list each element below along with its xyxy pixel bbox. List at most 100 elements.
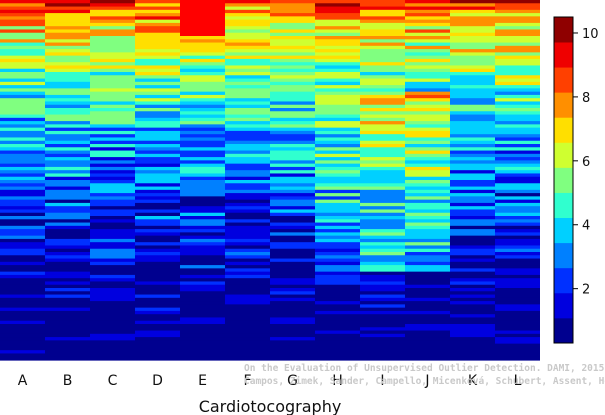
- heatmap-band: [405, 291, 450, 296]
- heatmap-band: [315, 202, 360, 207]
- heatmap-band: [405, 320, 450, 325]
- heatmap-band: [180, 88, 225, 93]
- heatmap-band: [270, 343, 315, 348]
- heatmap-band: [0, 245, 45, 250]
- heatmap-band: [405, 180, 450, 184]
- heatmap-band: [450, 16, 495, 21]
- heatmap-band: [225, 0, 270, 4]
- heatmap-band: [495, 304, 540, 309]
- heatmap-band: [225, 320, 270, 325]
- heatmap-band: [405, 153, 450, 158]
- x-tick-label: I: [380, 373, 384, 389]
- heatmap-band: [45, 52, 90, 57]
- heatmap-band: [45, 144, 90, 148]
- heatmap-band: [315, 81, 360, 86]
- heatmap-band: [90, 163, 135, 168]
- heatmap-band: [180, 222, 225, 227]
- heatmap-band: [360, 320, 405, 325]
- heatmap-band: [90, 343, 135, 348]
- heatmap-band: [405, 294, 450, 299]
- heatmap-band: [495, 324, 540, 328]
- heatmap-band: [0, 324, 45, 328]
- heatmap-band: [315, 212, 360, 217]
- heatmap-band: [225, 150, 270, 155]
- heatmap-band: [90, 39, 135, 44]
- heatmap-band: [0, 0, 45, 4]
- heatmap-band: [360, 58, 405, 63]
- heatmap-band: [315, 222, 360, 227]
- heatmap-band: [180, 137, 225, 142]
- heatmap-band: [45, 225, 90, 230]
- heatmap-band: [495, 337, 540, 341]
- heatmap-band: [360, 317, 405, 322]
- heatmap-band: [90, 186, 135, 191]
- heatmap-band: [405, 81, 450, 86]
- heatmap-band: [360, 238, 405, 243]
- heatmap-band: [450, 225, 495, 230]
- heatmap-band: [90, 291, 135, 296]
- heatmap-band: [135, 333, 180, 338]
- heatmap-band: [360, 183, 405, 188]
- heatmap-band: [360, 55, 405, 60]
- heatmap-band: [180, 255, 225, 260]
- heatmap-band: [270, 68, 315, 73]
- heatmap-band: [360, 294, 405, 299]
- heatmap-band: [45, 22, 90, 27]
- heatmap-band: [90, 242, 135, 247]
- heatmap-band: [0, 281, 45, 286]
- heatmap-band: [270, 173, 315, 178]
- heatmap-band: [45, 65, 90, 70]
- heatmap-band: [450, 242, 495, 247]
- heatmap-band: [405, 22, 450, 27]
- heatmap-band: [450, 140, 495, 145]
- heatmap-band: [450, 317, 495, 322]
- heatmap-band: [270, 42, 315, 47]
- heatmap-band: [135, 186, 180, 191]
- heatmap-band: [360, 117, 405, 122]
- heatmap-band: [225, 117, 270, 122]
- heatmap-band: [135, 9, 180, 14]
- heatmap-band: [450, 186, 495, 191]
- heatmap-band: [45, 232, 90, 237]
- heatmap-band: [225, 199, 270, 204]
- colorbar-segment: [554, 42, 573, 68]
- heatmap-band: [45, 196, 90, 201]
- heatmap-band: [270, 166, 315, 171]
- heatmap-band: [360, 6, 405, 11]
- heatmap-band: [450, 45, 495, 50]
- heatmap-band: [360, 16, 405, 21]
- heatmap-band: [0, 29, 45, 34]
- heatmap-band: [495, 288, 540, 292]
- heatmap-band: [0, 216, 45, 220]
- heatmap-band: [360, 3, 405, 8]
- heatmap-band: [360, 114, 405, 119]
- heatmap-band: [45, 320, 90, 325]
- heatmap-band: [315, 94, 360, 99]
- heatmap-band: [270, 327, 315, 332]
- heatmap-band: [315, 150, 360, 155]
- heatmap-band: [135, 45, 180, 50]
- heatmap-band: [135, 85, 180, 89]
- heatmap-band: [270, 346, 315, 351]
- heatmap-band: [450, 166, 495, 171]
- heatmap-band: [360, 268, 405, 273]
- heatmap-band: [225, 206, 270, 211]
- heatmap-band: [0, 72, 45, 76]
- heatmap-band: [405, 216, 450, 220]
- heatmap-band: [405, 104, 450, 109]
- heatmap-band: [45, 6, 90, 11]
- heatmap-band: [0, 193, 45, 197]
- heatmap-band: [90, 88, 135, 93]
- heatmap-band: [135, 222, 180, 227]
- heatmap-band: [0, 252, 45, 256]
- heatmap-band: [360, 26, 405, 31]
- heatmap-band: [45, 91, 90, 96]
- heatmap-band: [495, 294, 540, 299]
- heatmap-band: [135, 252, 180, 256]
- heatmap-band: [225, 229, 270, 233]
- heatmap-band: [405, 91, 450, 96]
- heatmap-band: [315, 346, 360, 351]
- heatmap-band: [405, 324, 450, 328]
- heatmap-band: [45, 304, 90, 309]
- heatmap-band: [45, 85, 90, 89]
